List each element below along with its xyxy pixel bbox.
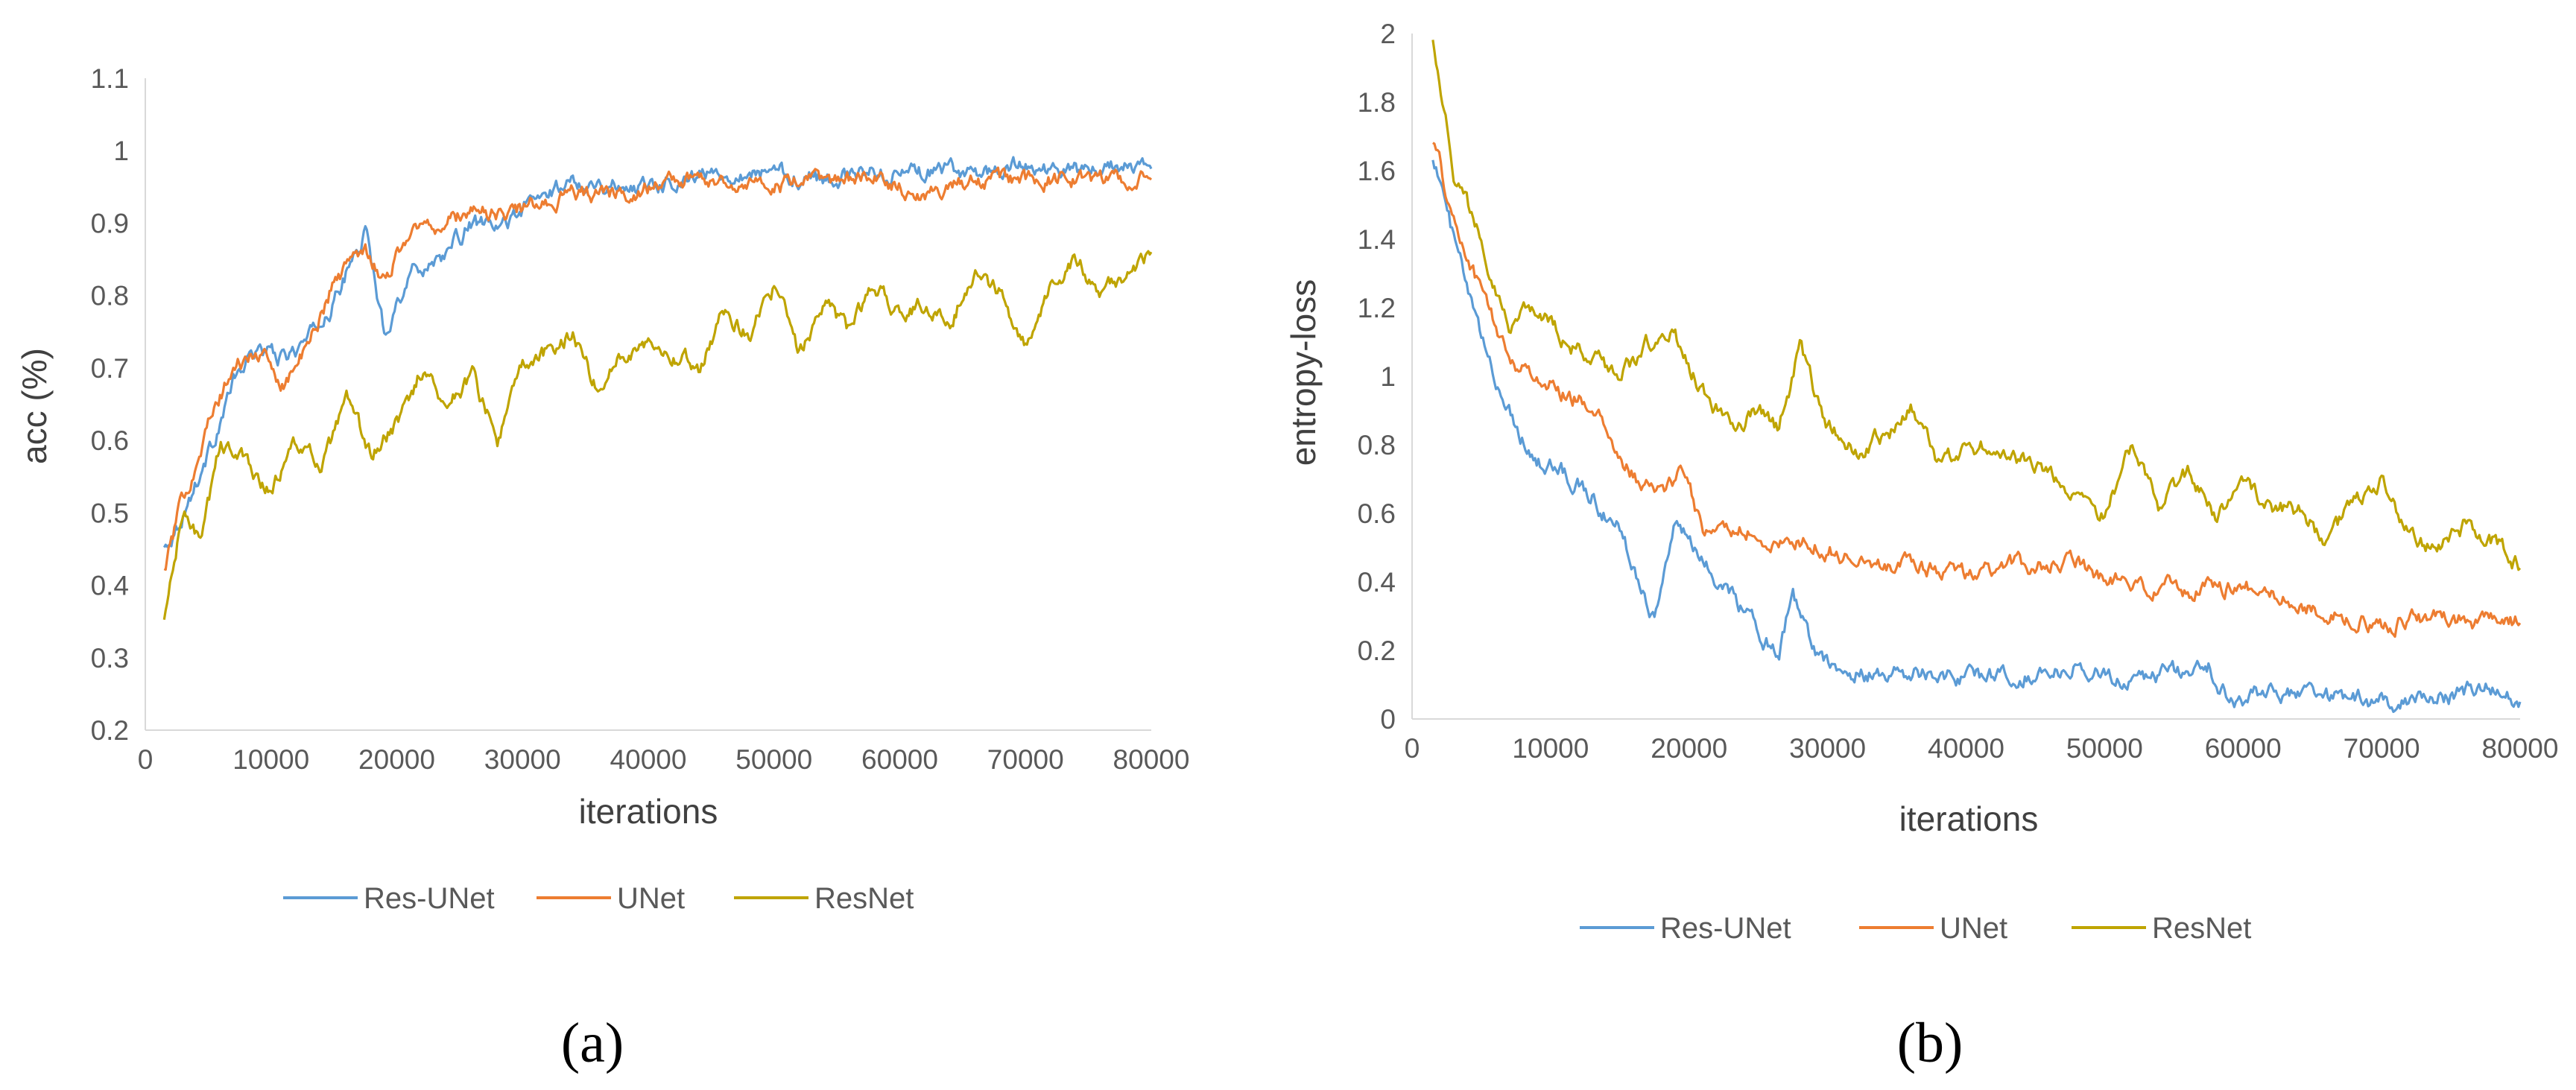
chart-a-y-tick-3: 0.5 (91, 498, 129, 528)
chart-b-caption: (b) (1897, 1012, 1963, 1074)
chart-a-y-tick-4: 0.6 (91, 425, 129, 456)
chart-a-y-axis-title: acc (%) (15, 348, 54, 464)
chart-a-y-tick-1: 0.3 (91, 643, 129, 674)
chart-a-x-tick-1: 10000 (232, 744, 309, 775)
chart-b-y-tick-7: 1.4 (1358, 224, 1396, 255)
chart-b-x-tick-5: 50000 (2066, 733, 2143, 764)
chart-a-y-tick-0: 0.2 (91, 715, 129, 746)
chart-b-legend-label-res-unet: Res-UNet (1660, 912, 1791, 945)
chart-a-x-tick-2: 20000 (358, 744, 435, 775)
chart-a-series-res-unet (162, 156, 1153, 548)
chart-b-y-tick-10: 2 (1380, 19, 1396, 49)
chart-b-x-tick-4: 40000 (1928, 733, 2004, 764)
chart-b-x-tick-0: 0 (1405, 733, 1420, 764)
chart-b-y-tick-5: 1 (1380, 361, 1396, 392)
chart-b-y-tick-9: 1.8 (1358, 87, 1396, 118)
chart-b-x-tick-8: 80000 (2482, 733, 2559, 764)
chart-a-y-tick-labels: 0.2 0.3 0.4 0.5 0.6 0.7 0.8 0.9 1 1.1 (91, 63, 129, 746)
chart-b-x-tick-labels: 0 10000 20000 30000 40000 50000 60000 70000 8000… (1405, 733, 2559, 764)
chart-a-x-tick-3: 30000 (484, 744, 561, 775)
chart-a-x-tick-0: 0 (138, 744, 154, 775)
chart-b-y-tick-6: 1.2 (1358, 293, 1396, 323)
chart-b-series-res-unet (1431, 159, 2522, 714)
chart-a-legend-label-unet: UNet (617, 882, 685, 915)
chart-a-y-tick-8: 1 (113, 136, 129, 166)
chart-b-series-unet (1432, 142, 2522, 639)
chart-b-series (1431, 39, 2522, 714)
chart-b-x-tick-6: 60000 (2205, 733, 2282, 764)
chart-b-y-tick-2: 0.4 (1358, 567, 1396, 598)
chart-a-legend-label-res-unet: Res-UNet (364, 882, 495, 915)
chart-b-axes (1411, 34, 2520, 720)
chart-b-y-tick-0: 0 (1380, 704, 1396, 735)
chart-a-x-tick-5: 50000 (735, 744, 812, 775)
chart-b-legend-label-resnet: ResNet (2152, 912, 2251, 945)
chart-a-caption: (a) (561, 1012, 624, 1074)
chart-a-series-unet (163, 166, 1153, 571)
chart-a-x-tick-7: 70000 (987, 744, 1064, 775)
chart-a-x-tick-6: 60000 (861, 744, 938, 775)
chart-a-x-tick-4: 40000 (610, 744, 687, 775)
chart-b-x-axis-title: iterations (1899, 799, 2039, 838)
chart-a-y-tick-2: 0.4 (91, 571, 129, 601)
chart-b-legend: Res-UNet UNet ResNet (1580, 912, 2251, 945)
chart-a-axes (145, 78, 1151, 731)
chart-a-y-tick-9: 1.1 (91, 63, 129, 94)
chart-a-legend-label-resnet: ResNet (814, 882, 914, 915)
chart-a-y-tick-5: 0.7 (91, 353, 129, 384)
chart-a-x-axis-title: iterations (579, 792, 718, 831)
chart-a-series-resnet (162, 250, 1153, 620)
chart-a-x-tick-8: 80000 (1113, 744, 1190, 775)
chart-a-y-tick-6: 0.8 (91, 281, 129, 311)
chart-b-x-tick-7: 70000 (2344, 733, 2420, 764)
chart-b-entropy-loss: 0 0.2 0.4 0.6 0.8 1 1.2 1.4 1.6 1.8 2 0 10000 20000 3… (1284, 19, 2558, 1074)
chart-b-y-tick-labels: 0 0.2 0.4 0.6 0.8 1 1.2 1.4 1.6 1.8 2 (1358, 19, 1396, 735)
chart-b-legend-label-unet: UNet (1940, 912, 2007, 945)
chart-a-x-tick-labels: 0 10000 20000 30000 40000 50000 60000 70000 8000… (138, 744, 1190, 775)
chart-b-y-tick-8: 1.6 (1358, 156, 1396, 186)
chart-b-x-tick-2: 20000 (1651, 733, 1727, 764)
chart-a-y-tick-7: 0.9 (91, 208, 129, 238)
chart-a-accuracy: 0.2 0.3 0.4 0.5 0.6 0.7 0.8 0.9 1 1.1 0 10000 20000… (15, 63, 1189, 1074)
chart-b-y-tick-4: 0.8 (1358, 430, 1396, 460)
chart-b-x-tick-1: 10000 (1512, 733, 1589, 764)
chart-b-y-tick-1: 0.2 (1358, 636, 1396, 666)
chart-b-y-tick-3: 0.6 (1358, 498, 1396, 529)
chart-a-series (162, 156, 1153, 620)
chart-b-y-axis-title: entropy-loss (1284, 279, 1323, 466)
chart-b-series-resnet (1431, 39, 2522, 571)
chart-b-x-tick-3: 30000 (1789, 733, 1866, 764)
chart-a-legend: Res-UNet UNet ResNet (283, 882, 914, 915)
